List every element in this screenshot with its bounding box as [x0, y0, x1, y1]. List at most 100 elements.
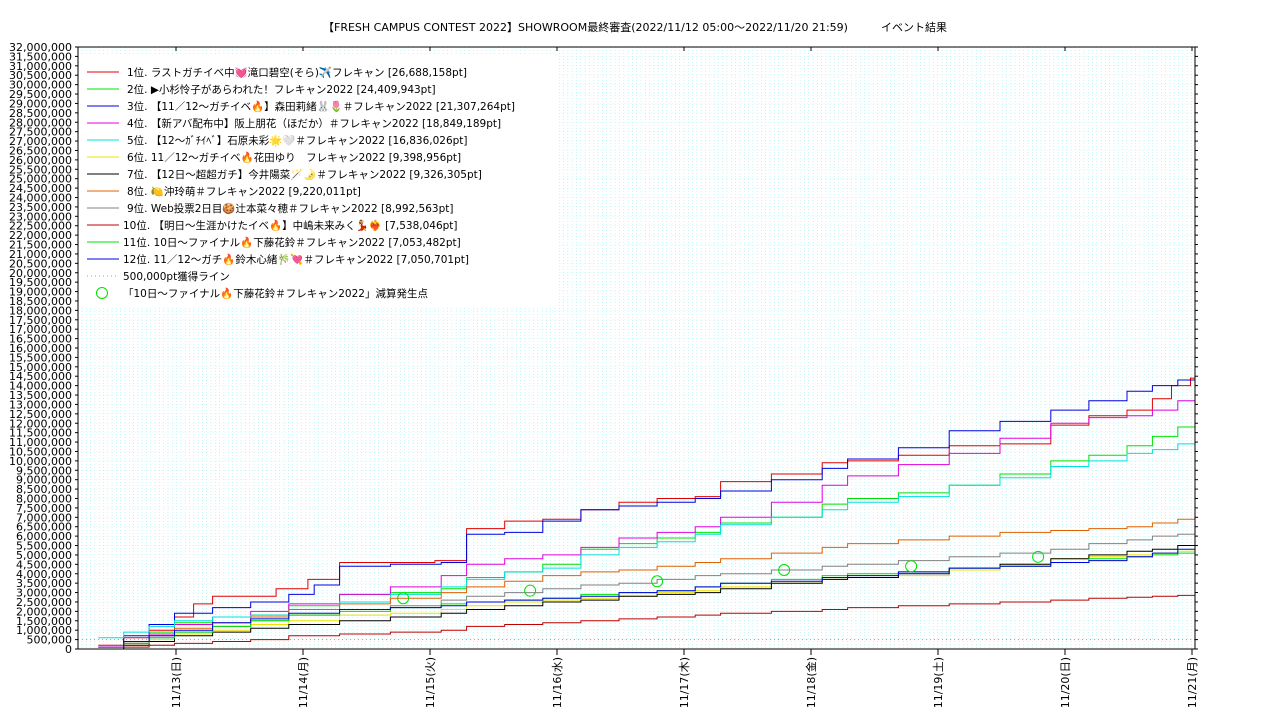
- x-tick-label: 11/17(木): [678, 657, 691, 708]
- legend: 1位. ラストガチイベ中💓滝口碧空(そら)✈️フレキャン [26,688,158…: [79, 56, 559, 306]
- y-tick-label: 25,500,000: [9, 163, 72, 176]
- y-tick-label: 32,000,000: [9, 41, 72, 54]
- x-tick-label: 11/18(金): [804, 657, 818, 708]
- y-tick-label: 13,500,000: [9, 389, 72, 402]
- chart-title: 【FRESH CAMPUS CONTEST 2022】SHOWROOM最終審査(…: [323, 21, 947, 34]
- y-tick-label: 19,500,000: [9, 276, 72, 289]
- y-tick-label: 7,500,000: [16, 502, 72, 515]
- series-line-3: [98, 248, 1196, 648]
- y-tick-label: 11,500,000: [9, 427, 72, 440]
- y-tick-label: 9,500,000: [16, 464, 72, 477]
- deduction-marker: [524, 584, 537, 597]
- y-tick-label: 5,500,000: [16, 540, 72, 553]
- y-tick-label: 26,000,000: [9, 154, 72, 167]
- y-tick-label: 24,500,000: [9, 182, 72, 195]
- legend-label-2: 2位. ▶小杉怜子があらわれた！フレキャン2022 [24,409,943pt]: [127, 83, 436, 96]
- x-tick-label: 11/19(土): [932, 657, 945, 708]
- legend-label-11: 11位. 10日～ファイナル🔥下藤花鈴＃フレキャン2022 [7,053,482…: [123, 236, 461, 249]
- series-layer: [98, 146, 1196, 650]
- y-tick-label: 18,000,000: [9, 304, 72, 317]
- y-tick-label: 27,000,000: [9, 135, 72, 148]
- x-tick-label: 11/20(日): [1059, 657, 1072, 708]
- y-tick-label: 4,500,000: [16, 558, 72, 571]
- y-tick-label: 3,000,000: [16, 587, 72, 600]
- y-tick-label: 22,500,000: [9, 220, 72, 233]
- y-tick-label: 15,500,000: [9, 351, 72, 364]
- y-tick-label: 14,500,000: [9, 370, 72, 383]
- y-tick-label: 28,500,000: [9, 107, 72, 120]
- axes: 0500,0001,000,0001,500,0002,000,0002,500…: [9, 41, 1199, 708]
- y-tick-label: 27,500,000: [9, 126, 72, 139]
- legend-label-5: 5位. 【12～ｶﾞﾁｲﾍﾞ】石原未彩🌟🤍＃フレキャン2022 [16,836,…: [127, 134, 468, 147]
- y-tick-label: 20,000,000: [9, 267, 72, 280]
- marker-layer: [397, 550, 1045, 605]
- y-tick-label: 2,000,000: [16, 605, 72, 618]
- legend-label-8: 8位. 🍋沖玲萌＃フレキャン2022 [9,220,011pt]: [127, 185, 361, 198]
- series-line-10: [98, 507, 1196, 650]
- series-line-1: [98, 146, 1196, 646]
- y-tick-label: 8,000,000: [16, 493, 72, 506]
- y-tick-label: 9,000,000: [16, 474, 72, 487]
- series-line-4: [98, 294, 1196, 648]
- y-tick-label: 4,000,000: [16, 568, 72, 581]
- y-tick-label: 18,500,000: [9, 295, 72, 308]
- legend-label-4: 4位. 【新アバ配布中】阪上朋花（ほだか）＃フレキャン2022 [18,849,…: [127, 117, 501, 130]
- deduction-marker: [905, 560, 918, 573]
- y-tick-label: 30,000,000: [9, 79, 72, 92]
- y-tick-label: 21,500,000: [9, 239, 72, 252]
- y-tick-label: 1,000,000: [16, 624, 72, 637]
- series-line-12: [98, 516, 1196, 650]
- y-tick-label: 17,000,000: [9, 323, 72, 336]
- y-tick-label: 14,000,000: [9, 380, 72, 393]
- y-tick-label: 15,000,000: [9, 361, 72, 374]
- y-tick-label: 24,000,000: [9, 192, 72, 205]
- y-tick-label: 25,000,000: [9, 173, 72, 186]
- y-tick-label: 23,500,000: [9, 201, 72, 214]
- legend-label-6: 6位. 11／12～ガチイベ🔥花田ゆり フレキャン2022 [9,398,956…: [127, 151, 461, 164]
- y-tick-label: 13,000,000: [9, 398, 72, 411]
- legend-label-marker: 「10日～ファイナル🔥下藤花鈴＃フレキャン2022」減算発生点: [123, 287, 428, 300]
- y-tick-label: 19,000,000: [9, 286, 72, 299]
- y-tick-label: 12,500,000: [9, 408, 72, 421]
- y-tick-label: 12,000,000: [9, 417, 72, 430]
- x-tick-label: 11/14(月): [297, 657, 310, 708]
- y-tick-label: 22,000,000: [9, 229, 72, 242]
- y-tick-label: 500,000: [27, 634, 73, 647]
- legend-label-3: 3位. 【11／12～ガチイベ🔥】森田莉緒🐰🌷＃フレキャン2022 [21,30…: [127, 100, 515, 113]
- y-tick-label: 20,500,000: [9, 257, 72, 270]
- y-tick-label: 31,000,000: [9, 60, 72, 73]
- legend-label-12: 12位. 11／12～ガチ🔥鈴木心緒🎋💘＃フレキャン2022 [7,050,70…: [123, 253, 469, 266]
- legend-label-1: 1位. ラストガチイベ中💓滝口碧空(そら)✈️フレキャン [26,688,158…: [127, 66, 467, 79]
- y-tick-label: 6,000,000: [16, 530, 72, 543]
- y-tick-label: 6,500,000: [16, 521, 72, 534]
- x-tick-label: 11/13(日): [170, 657, 183, 708]
- y-tick-label: 8,500,000: [16, 483, 72, 496]
- series-line-8: [98, 475, 1196, 650]
- y-tick-label: 2,500,000: [16, 596, 72, 609]
- y-tick-label: 29,500,000: [9, 88, 72, 101]
- y-tick-label: 21,000,000: [9, 248, 72, 261]
- legend-label-10: 10位. 【明日～生涯かけたイベ🔥】中嶋未来みく💃❤️‍🔥 [7,538,046…: [123, 219, 458, 232]
- y-tick-label: 3,500,000: [16, 577, 72, 590]
- legend-label-reference: 500,000pt獲得ライン: [123, 270, 230, 283]
- deduction-marker: [1032, 550, 1045, 563]
- legend-label-9: 9位. Web投票2日目🍪辻本菜々穂＃フレキャン2022 [8,992,563p…: [127, 202, 453, 215]
- y-tick-label: 29,000,000: [9, 97, 72, 110]
- y-tick-label: 10,000,000: [9, 455, 72, 468]
- y-tick-label: 10,500,000: [9, 445, 72, 458]
- series-line-5: [98, 332, 1196, 639]
- x-tick-label: 11/16(水): [551, 657, 564, 708]
- y-tick-label: 11,000,000: [9, 436, 72, 449]
- deduction-marker: [651, 575, 664, 588]
- y-tick-label: 5,000,000: [16, 549, 72, 562]
- y-tick-label: 31,500,000: [9, 50, 72, 63]
- y-tick-label: 23,000,000: [9, 210, 72, 223]
- y-tick-label: 26,500,000: [9, 144, 72, 157]
- y-tick-label: 16,500,000: [9, 333, 72, 346]
- y-tick-label: 0: [65, 643, 72, 656]
- y-tick-label: 1,500,000: [16, 615, 72, 628]
- legend-background: [79, 56, 559, 306]
- series-line-7: [98, 473, 1196, 650]
- x-tick-label: 11/15(火): [424, 657, 437, 708]
